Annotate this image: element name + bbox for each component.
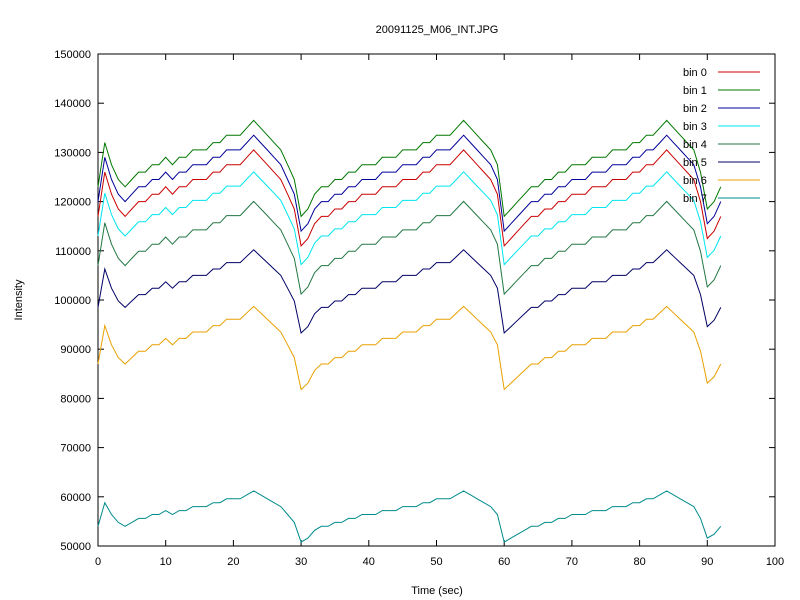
series-line-4 — [97, 200, 722, 296]
series-line-3 — [97, 171, 722, 266]
x-axis-label: Time (sec) — [411, 585, 463, 597]
x-tick-label: 60 — [498, 556, 510, 568]
y-axis-label: Intensity — [13, 279, 25, 320]
legend-label: bin 0 — [683, 67, 707, 79]
legend-label: bin 7 — [683, 193, 707, 205]
y-tick-label: 60000 — [60, 492, 91, 504]
y-tick-label: 150000 — [54, 49, 91, 61]
series-line-2 — [97, 134, 722, 233]
series-line-7 — [97, 490, 722, 543]
x-tick-label: 90 — [701, 556, 713, 568]
x-tick-label: 0 — [95, 556, 101, 568]
x-tick-label: 80 — [633, 556, 645, 568]
y-tick-label: 50000 — [60, 541, 91, 553]
legend-label: bin 5 — [683, 157, 707, 169]
y-tick-label: 100000 — [54, 295, 91, 307]
x-tick-label: 40 — [363, 556, 375, 568]
legend-label: bin 6 — [683, 175, 707, 187]
x-tick-label: 10 — [160, 556, 172, 568]
y-tick-label: 140000 — [54, 98, 91, 110]
y-tick-label: 110000 — [55, 246, 91, 258]
y-tick-label: 70000 — [60, 443, 91, 455]
chart-title: 20091125_M06_INT.JPG — [376, 24, 499, 36]
series-line-0 — [97, 149, 722, 248]
y-tick-label: 130000 — [54, 147, 91, 159]
legend-label: bin 4 — [683, 139, 707, 151]
y-tick-label: 80000 — [60, 393, 91, 405]
x-tick-label: 50 — [430, 556, 442, 568]
x-tick-label: 30 — [295, 556, 307, 568]
series-lines — [97, 119, 722, 543]
series-line-6 — [97, 305, 722, 391]
y-tick-label: 90000 — [60, 344, 91, 356]
x-tick-label: 20 — [227, 556, 239, 568]
legend-label: bin 2 — [683, 103, 707, 115]
y-tick-label: 120000 — [54, 197, 91, 209]
legend-label: bin 1 — [683, 85, 707, 97]
series-line-1 — [97, 119, 722, 218]
ticks: 0 10 20 30 40 50 60 70 80 90 100 50000 60000 70000 800… — [54, 49, 784, 568]
legend: bin 0 bin 1 bin 2 bin 3 bin 4 bin 5 bin 6 bin 7 — [683, 67, 760, 205]
x-tick-label: 100 — [766, 556, 784, 568]
x-tick-label: 70 — [566, 556, 578, 568]
series-line-5 — [97, 249, 722, 335]
legend-label: bin 3 — [683, 121, 707, 133]
